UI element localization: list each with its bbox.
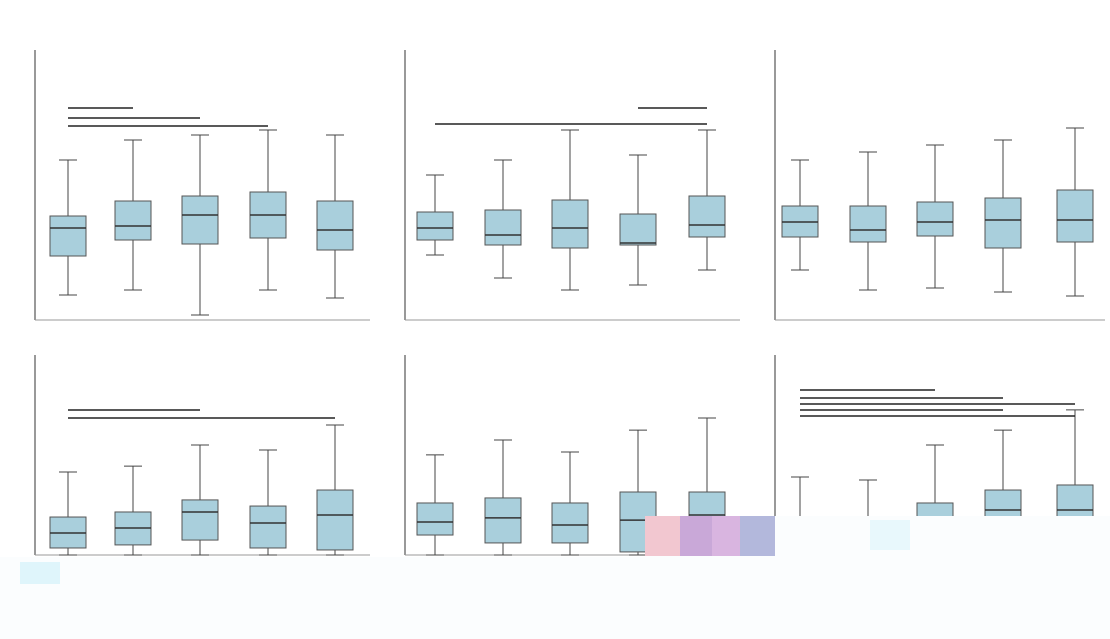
box bbox=[1056, 189, 1094, 243]
box bbox=[416, 502, 454, 536]
box bbox=[484, 209, 522, 246]
image-patch bbox=[645, 516, 680, 556]
box bbox=[984, 197, 1022, 249]
image-patch bbox=[680, 516, 715, 556]
box bbox=[181, 195, 219, 245]
overlay bbox=[0, 557, 1110, 639]
box bbox=[849, 205, 887, 243]
image-patch bbox=[740, 516, 775, 556]
box bbox=[916, 201, 954, 237]
box bbox=[619, 213, 657, 246]
box bbox=[49, 215, 87, 257]
box bbox=[316, 489, 354, 551]
box bbox=[416, 211, 454, 241]
box bbox=[484, 497, 522, 544]
box bbox=[688, 195, 726, 238]
box bbox=[114, 200, 152, 241]
box bbox=[249, 505, 287, 549]
box bbox=[181, 499, 219, 541]
box bbox=[316, 200, 354, 251]
box bbox=[551, 199, 589, 249]
overlay-patch bbox=[870, 520, 910, 550]
overlay-patch bbox=[20, 562, 60, 584]
box bbox=[551, 502, 589, 544]
